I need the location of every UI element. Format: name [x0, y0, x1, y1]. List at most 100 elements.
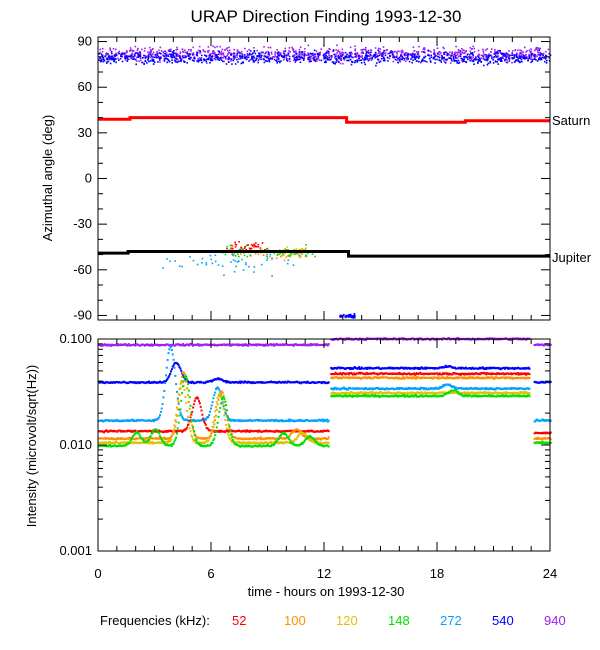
- intensity-point: [226, 427, 228, 430]
- direction-point: [245, 58, 248, 61]
- intensity-point: [508, 338, 511, 341]
- direction-point: [162, 52, 165, 54]
- direction-point: [423, 47, 425, 49]
- direction-point: [501, 52, 504, 55]
- intensity-point: [176, 397, 179, 400]
- direction-point: [326, 51, 328, 54]
- direction-point: [220, 53, 222, 56]
- intensity-point: [305, 381, 308, 384]
- direction-point: [156, 54, 159, 56]
- direction-point: [141, 48, 143, 51]
- direction-point: [450, 54, 452, 57]
- intensity-point: [115, 343, 118, 346]
- direction-point: [315, 56, 317, 58]
- direction-point: [137, 55, 140, 58]
- direction-point: [292, 55, 294, 58]
- direction-point: [260, 51, 263, 54]
- intensity-point: [213, 423, 216, 426]
- direction-point: [254, 245, 256, 248]
- direction-point: [245, 56, 248, 58]
- intensity-point: [121, 441, 124, 444]
- direction-point: [497, 63, 499, 65]
- intensity-point: [167, 376, 170, 379]
- intensity-point: [238, 380, 241, 383]
- intensity-point: [171, 365, 174, 368]
- direction-point: [445, 53, 448, 56]
- intensity-point: [292, 344, 295, 347]
- intensity-point: [215, 388, 217, 391]
- direction-point: [240, 52, 242, 54]
- direction-point: [438, 51, 441, 53]
- direction-point: [244, 57, 246, 60]
- direction-point: [107, 58, 109, 61]
- intensity-point: [205, 417, 208, 420]
- direction-point: [262, 51, 264, 54]
- direction-point: [366, 54, 369, 57]
- intensity-point: [339, 371, 342, 374]
- direction-point: [239, 55, 242, 58]
- intensity-point: [257, 430, 260, 433]
- direction-point: [210, 57, 213, 60]
- direction-point: [398, 50, 400, 53]
- direction-point: [134, 58, 137, 61]
- intensity-point: [441, 338, 444, 341]
- direction-point: [307, 54, 309, 56]
- direction-point: [157, 55, 160, 58]
- direction-point: [456, 51, 459, 54]
- direction-point: [548, 52, 550, 55]
- direction-point: [188, 57, 190, 60]
- direction-point: [211, 59, 214, 62]
- intensity-point: [181, 344, 184, 347]
- intensity-point: [537, 436, 539, 439]
- direction-point: [263, 55, 265, 58]
- direction-point: [273, 58, 276, 61]
- direction-point: [442, 57, 444, 59]
- direction-point: [243, 247, 246, 250]
- direction-point: [430, 54, 432, 57]
- direction-point: [277, 253, 279, 255]
- direction-point: [162, 54, 164, 56]
- direction-point: [403, 53, 406, 55]
- direction-point: [464, 56, 466, 58]
- direction-point: [317, 58, 319, 60]
- direction-point: [189, 53, 191, 56]
- intensity-point: [105, 429, 108, 432]
- direction-point: [360, 49, 363, 51]
- direction-point: [293, 59, 295, 62]
- direction-point: [257, 246, 260, 248]
- direction-point: [365, 46, 367, 49]
- direction-point: [234, 57, 237, 59]
- direction-point: [216, 58, 219, 60]
- direction-point: [320, 59, 323, 62]
- intensity-point: [445, 377, 448, 380]
- direction-point: [515, 59, 518, 61]
- direction-point: [212, 50, 214, 53]
- intensity-point: [174, 425, 177, 428]
- direction-point: [192, 57, 195, 60]
- direction-point: [424, 48, 426, 51]
- intensity-point: [239, 382, 242, 385]
- direction-point: [488, 53, 490, 55]
- direction-point: [361, 50, 364, 53]
- direction-point: [165, 55, 168, 57]
- direction-point: [287, 52, 290, 54]
- direction-point: [445, 59, 448, 62]
- direction-point: [245, 262, 247, 264]
- direction-point: [100, 59, 103, 62]
- direction-point: [470, 59, 473, 61]
- direction-point: [511, 50, 514, 52]
- direction-point: [524, 46, 526, 49]
- intensity-point: [222, 407, 225, 410]
- direction-point: [490, 51, 492, 53]
- intensity-point: [376, 386, 379, 389]
- direction-point: [134, 53, 136, 55]
- direction-point: [230, 54, 232, 56]
- direction-point: [218, 57, 221, 59]
- direction-point: [131, 52, 133, 55]
- intensity-point: [437, 377, 439, 380]
- direction-point: [283, 259, 286, 262]
- direction-point: [224, 56, 227, 58]
- direction-point: [514, 49, 517, 51]
- reference-line-saturn: [98, 116, 550, 124]
- direction-point: [252, 52, 254, 54]
